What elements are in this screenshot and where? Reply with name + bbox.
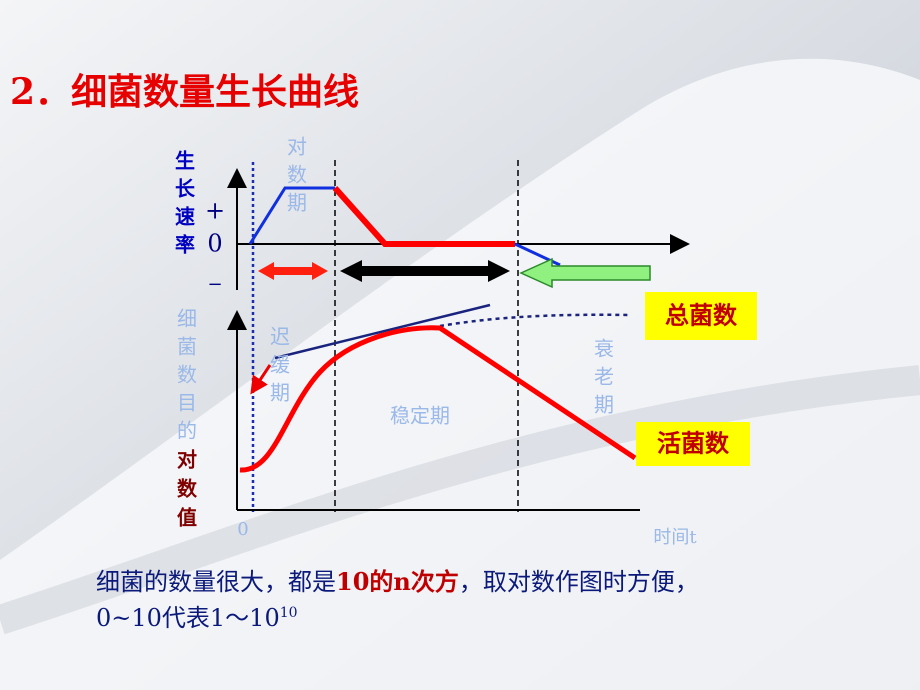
x-axis-label: 时间t [653, 527, 697, 548]
vertical-char: 数 [177, 363, 197, 387]
note-line: 细菌的数量很大，都是10的n次方，取对数作图时方便， [96, 562, 699, 597]
phase-arrow [519, 257, 651, 289]
vertical-char: 缓 [270, 353, 290, 377]
snow-shade [0, 365, 920, 635]
vertical-char: 对 [287, 135, 307, 159]
sign: + [205, 197, 225, 225]
vertical-char: 衰 [594, 337, 614, 361]
vertical-char: 长 [175, 177, 196, 201]
vertical-char: 值 [177, 506, 197, 530]
vertical-char: 期 [594, 393, 614, 417]
note-line: 0~10代表1～1010 [96, 598, 298, 633]
phase-label: 稳定期 [390, 404, 450, 428]
legend-box [645, 292, 757, 340]
note-text: 细菌的数量很大，都是 [96, 568, 336, 596]
vertical-char: 数 [287, 163, 307, 187]
pointer-arrow [250, 364, 272, 395]
vertical-char: 的 [177, 419, 197, 443]
rate-curve [332, 186, 515, 247]
rate-curve [248, 186, 335, 245]
vertical-char: 速 [175, 205, 195, 229]
note-text: ，取对数作图时方便， [458, 568, 699, 596]
legend-total: 总菌数 [665, 301, 738, 330]
total-curve [439, 313, 631, 328]
vertical-char: 率 [175, 233, 195, 257]
note-text: 0~10代表1～10 [96, 604, 280, 632]
vertical-char: 菌 [177, 335, 197, 359]
total-trend [274, 303, 491, 360]
vertical-char: 老 [594, 365, 614, 389]
living-curve [239, 325, 637, 473]
phase-arrow [258, 262, 328, 280]
phase-arrow [340, 260, 510, 282]
origin-label: 0 [237, 519, 248, 540]
sign: 0 [207, 230, 222, 258]
title: 2．细菌数量生长曲线 [10, 71, 359, 113]
legend-living: 活菌数 [657, 429, 730, 458]
vertical-char: 期 [287, 191, 307, 215]
vertical-char: 期 [270, 381, 290, 405]
note-highlight: 10的n次方 [336, 567, 459, 596]
legend-box [636, 422, 750, 466]
sign: − [207, 274, 222, 295]
vertical-char: 生 [175, 149, 195, 173]
vertical-char: 对 [177, 448, 197, 472]
vertical-char: 目 [177, 391, 197, 415]
vertical-char: 细 [177, 307, 197, 331]
vertical-char: 迟 [270, 325, 290, 349]
vertical-char: 数 [177, 477, 198, 501]
note-superscript: 10 [279, 605, 298, 621]
